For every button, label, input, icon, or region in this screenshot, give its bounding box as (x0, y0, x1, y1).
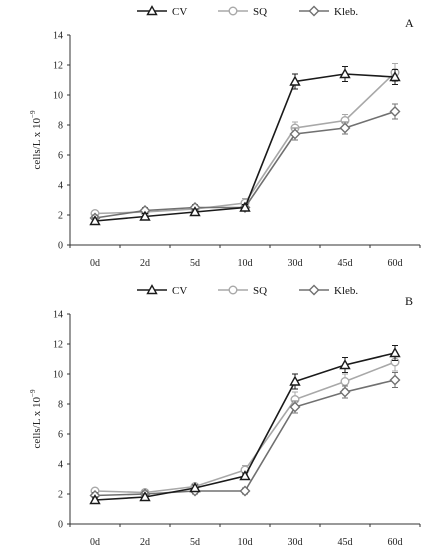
x-tick-label: 10d (238, 537, 253, 548)
series-sq (90, 63, 400, 218)
data-point-diamond (389, 374, 401, 386)
legend-label: Kleb. (334, 285, 358, 297)
data-point-diamond (339, 386, 351, 398)
y-tick-label: 8 (58, 121, 63, 132)
data-point-triangle (339, 359, 351, 370)
legend-label: CV (172, 285, 187, 297)
data-point-triangle (289, 75, 301, 86)
y-axis-label: cells/L x 10−9 (29, 389, 43, 448)
x-tick-label: 2d (140, 258, 150, 269)
data-point-diamond (308, 284, 320, 296)
x-tick-label: 60d (388, 537, 403, 548)
x-tick-label: 0d (90, 537, 100, 548)
data-point-circle (228, 285, 238, 295)
legend-item: CV (137, 5, 187, 18)
y-tick-label: 12 (53, 61, 63, 72)
x-tick-label: 5d (190, 258, 200, 269)
y-tick-label: 0 (58, 241, 63, 252)
data-point-triangle (189, 482, 201, 493)
data-point-triangle (239, 201, 251, 212)
data-point-diamond (389, 106, 401, 117)
y-tick-label: 4 (58, 460, 63, 471)
legend-item: SQ (218, 6, 267, 18)
legend-label: SQ (253, 285, 267, 297)
y-tick-label: 2 (58, 211, 63, 222)
legend: CV SQ Kleb. (137, 5, 358, 18)
legend-label: CV (172, 6, 187, 18)
data-point-circle (340, 377, 350, 387)
legend-label: SQ (253, 6, 267, 18)
x-tick-label: 2d (140, 537, 150, 548)
panel-label: A (405, 16, 414, 30)
y-tick-label: 0 (58, 520, 63, 531)
panel-label: B (405, 294, 413, 308)
legend-item: SQ (218, 285, 267, 297)
y-tick-label: 10 (53, 370, 63, 381)
data-point-triangle (339, 68, 351, 79)
data-point-triangle (289, 375, 301, 386)
data-point-triangle (89, 494, 101, 505)
data-point-diamond (339, 122, 351, 134)
data-point-diamond (239, 485, 251, 497)
data-point-triangle (146, 5, 158, 16)
legend: CV SQ Kleb. (137, 284, 358, 297)
data-point-diamond (289, 401, 301, 413)
data-point-triangle (189, 206, 201, 217)
y-tick-label: 2 (58, 490, 63, 501)
y-tick-label: 6 (58, 151, 63, 162)
y-axis-label-exponent: −9 (29, 110, 37, 118)
y-axis-label-main: cells/L x 10 (31, 396, 43, 448)
series-cv (89, 66, 401, 226)
data-point-diamond (308, 5, 320, 17)
series-line (94, 71, 396, 215)
data-point-triangle (389, 347, 401, 358)
data-point-triangle (239, 470, 251, 481)
x-tick-label: 45d (338, 537, 353, 548)
x-tick-label: 60d (388, 258, 403, 269)
y-tick-label: 14 (53, 310, 63, 321)
x-tick-label: 30d (288, 258, 303, 269)
legend-item: CV (137, 284, 187, 297)
x-tick-label: 5d (190, 537, 200, 548)
series-cv (89, 345, 401, 505)
chart-panel-B: 0 2 4 6 8 10 12 14 0d 2d 5d 10d 30d 45d 60d cells/L x 1… (29, 284, 421, 548)
series-kleb (89, 372, 401, 501)
x-tick-label: 45d (338, 258, 353, 269)
data-point-circle (228, 6, 238, 16)
data-point-triangle (146, 284, 158, 295)
data-point-triangle (89, 215, 101, 226)
data-point-triangle (139, 491, 151, 502)
y-tick-label: 14 (53, 31, 63, 42)
x-tick-label: 0d (90, 258, 100, 269)
y-tick-label: 10 (53, 91, 63, 102)
y-tick-label: 12 (53, 340, 63, 351)
y-tick-label: 4 (58, 181, 63, 192)
legend-label: Kleb. (334, 6, 358, 18)
y-tick-label: 8 (58, 400, 63, 411)
y-axis-label: cells/L x 10−9 (29, 110, 43, 169)
x-tick-label: 10d (238, 258, 253, 269)
chart-panel-A: 0 2 4 6 8 10 12 14 0d 2d 5d 10d 30d 45d 60d cells/L x 1… (29, 5, 421, 269)
data-point-diamond (289, 128, 301, 140)
legend-item: Kleb. (299, 5, 358, 18)
legend-item: Kleb. (299, 284, 358, 297)
data-point-triangle (389, 71, 401, 82)
x-tick-label: 30d (288, 537, 303, 548)
y-axis-label-main: cells/L x 10 (31, 117, 43, 169)
y-axis-label-exponent: −9 (29, 389, 37, 397)
data-point-triangle (139, 210, 151, 221)
y-tick-label: 6 (58, 430, 63, 441)
